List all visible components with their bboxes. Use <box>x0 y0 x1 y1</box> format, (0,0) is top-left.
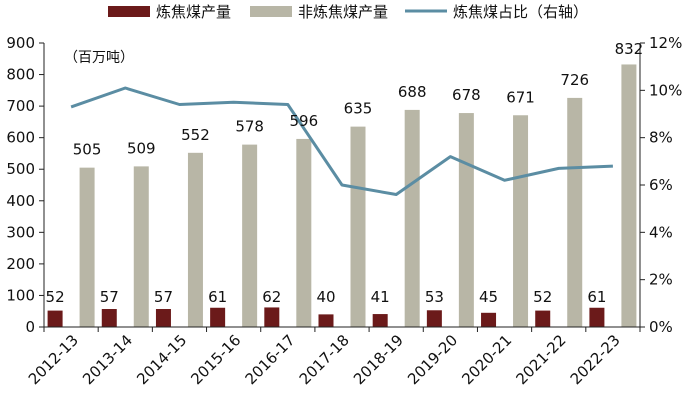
non-coking-value-label: 671 <box>506 88 535 106</box>
right-tick-label: 12% <box>649 34 682 52</box>
left-tick-label: 0 <box>25 318 35 336</box>
non-coking-bar <box>513 115 529 327</box>
coking-value-label: 52 <box>46 288 65 306</box>
legend: 炼焦煤产量 非炼焦煤产量 炼焦煤占比（右轴） <box>108 3 588 21</box>
coking-bar <box>210 307 226 327</box>
non-coking-value-label: 505 <box>73 141 102 159</box>
non-coking-bar <box>458 113 474 327</box>
legend-swatch-non-coking <box>250 6 292 17</box>
coking-value-label: 61 <box>587 288 606 306</box>
right-tick-label: 2% <box>649 271 673 289</box>
coking-value-label: 57 <box>154 288 173 306</box>
x-tick-label: 2013-14 <box>79 331 136 388</box>
x-tick-label: 2014-15 <box>133 331 190 388</box>
left-tick-label: 300 <box>6 223 35 241</box>
x-tick-label: 2016-17 <box>242 331 299 388</box>
non-coking-value-label: 635 <box>344 100 373 118</box>
non-coking-bar <box>621 64 637 328</box>
right-tick-label: 6% <box>649 176 673 194</box>
right-tick-label: 8% <box>649 129 673 147</box>
non-coking-bar <box>187 152 203 327</box>
coking-bar <box>101 309 117 327</box>
coking-value-label: 57 <box>100 288 119 306</box>
coking-value-label: 62 <box>262 288 281 306</box>
legend-label-non-coking: 非炼焦煤产量 <box>298 3 388 21</box>
coking-bar <box>481 312 497 327</box>
ratio-line-path <box>70 86 613 196</box>
unit-label: （百万吨） <box>64 50 134 66</box>
non-coking-bar <box>242 144 258 327</box>
left-tick-label: 900 <box>6 34 35 52</box>
non-coking-value-label: 678 <box>452 86 481 104</box>
non-coking-value-label: 832 <box>615 40 644 58</box>
non-coking-bar <box>79 167 95 327</box>
left-axis: 0 100 200 300 400 500 600 700 800 900 <box>6 34 45 336</box>
non-coking-bar <box>350 126 366 327</box>
coking-value-label: 45 <box>479 288 498 306</box>
coking-bar <box>47 310 63 327</box>
coking-value-label: 52 <box>533 288 552 306</box>
left-tick-label: 700 <box>6 97 35 115</box>
x-tick-label: 2015-16 <box>187 331 244 388</box>
non-coking-value-label: 552 <box>181 126 210 144</box>
data-labels: 52 505 57 509 57 552 61 578 62 596 40 635 41 688 53 678… <box>46 40 644 306</box>
coking-bar <box>589 307 605 327</box>
legend-label-coking: 炼焦煤产量 <box>156 3 231 21</box>
left-tick-label: 500 <box>6 160 35 178</box>
x-tick-label: 2019-20 <box>404 331 461 388</box>
non-coking-value-label: 726 <box>560 71 589 89</box>
right-tick-label: 10% <box>649 81 682 99</box>
ratio-line <box>70 86 613 196</box>
non-coking-bar <box>567 97 583 327</box>
left-tick-label: 100 <box>6 286 35 304</box>
coking-bar <box>264 307 280 327</box>
right-axis: 0% 2% 4% 6% 8% 10% 12% <box>639 34 682 336</box>
coking-value-label: 41 <box>371 288 390 306</box>
non-coking-value-label: 596 <box>289 112 318 130</box>
coking-bar <box>535 310 551 327</box>
x-tick-label: 2021-22 <box>513 331 570 388</box>
x-tick-label: 2020-21 <box>458 331 515 388</box>
left-tick-label: 600 <box>6 129 35 147</box>
legend-label-ratio: 炼焦煤占比（右轴） <box>453 3 588 21</box>
legend-swatch-coking <box>108 6 150 17</box>
coking-bar <box>372 314 388 327</box>
x-tick-label: 2022-23 <box>567 331 624 388</box>
non-coking-bar <box>404 109 420 327</box>
x-tick-label: 2017-18 <box>296 331 353 388</box>
coking-value-label: 53 <box>425 288 444 306</box>
coking-bar <box>426 310 442 327</box>
x-tick-label: 2018-19 <box>350 331 407 388</box>
right-tick-label: 4% <box>649 223 673 241</box>
x-tick-label: 2012-13 <box>25 331 82 388</box>
left-tick-label: 200 <box>6 255 35 273</box>
non-coking-bar <box>296 138 312 327</box>
coking-bar <box>318 314 334 327</box>
left-tick-label: 800 <box>6 66 35 84</box>
coking-bar <box>155 309 171 327</box>
non-coking-value-label: 578 <box>235 118 264 136</box>
non-coking-bar <box>133 166 149 327</box>
coking-value-label: 61 <box>208 288 227 306</box>
non-coking-value-label: 509 <box>127 139 156 157</box>
left-tick-label: 400 <box>6 192 35 210</box>
non-coking-value-label: 688 <box>398 83 427 101</box>
right-tick-label: 0% <box>649 318 673 336</box>
coking-value-label: 40 <box>316 288 335 306</box>
x-axis: 2012-132013-142014-152015-162016-172017-… <box>25 326 641 388</box>
